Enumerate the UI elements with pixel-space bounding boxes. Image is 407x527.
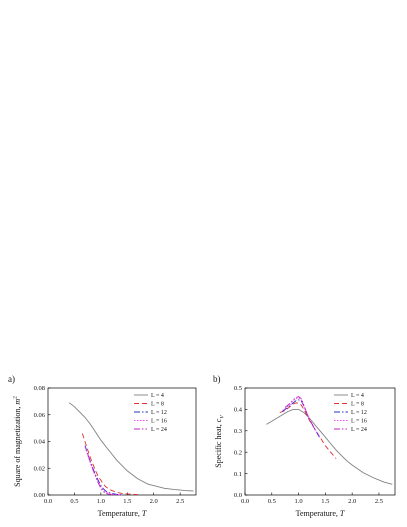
- x-tick-label: 0.0: [44, 498, 52, 505]
- y-tick-label: 0.1: [234, 471, 242, 478]
- y-tick-label: 0.00: [34, 492, 45, 499]
- panel-b-legend: L = 4 L = 8 L = 12 L = 16 L = 24: [334, 393, 367, 433]
- series-line-l=24: [284, 396, 315, 429]
- x-tick-label: 0.5: [70, 498, 78, 505]
- series-line-l=16: [282, 397, 321, 438]
- x-tick-label: 1.0: [295, 498, 303, 505]
- panel-a-y-axis-label: Square of magnetization, m2: [13, 396, 23, 487]
- x-tick-label: 1.0: [97, 498, 105, 505]
- x-tick-label: 1.5: [321, 498, 329, 505]
- panel-b-plot-frame: [244, 387, 396, 496]
- panel-a-x-axis-label: Temperature, T: [98, 509, 147, 518]
- x-tick-label: 0.5: [268, 498, 276, 505]
- panel-a: a) 0.0 0.5 1.0 1.5 2.0 2.50.000.020.040.060.0…: [8, 374, 197, 518]
- panel-b-y-axis-label: Specific heat, cV: [214, 415, 226, 468]
- x-tick-label: 2.5: [375, 498, 383, 505]
- series-line-l=4: [68, 402, 194, 492]
- legend-entry-label: L = 4: [351, 393, 364, 399]
- panel-a-label: a): [8, 374, 15, 384]
- legend-entry-label: L = 4: [151, 393, 164, 399]
- legend-entry-label: L = 16: [151, 419, 167, 425]
- y-tick-label: 0.4: [234, 407, 243, 414]
- y-tick-label: 0.02: [34, 465, 45, 472]
- legend-entry-label: L = 12: [151, 410, 167, 416]
- legend-entry-label: L = 16: [351, 419, 367, 425]
- panel-b-x-axis-label: Temperature, T: [296, 509, 345, 518]
- y-tick-label: 0.06: [34, 412, 46, 419]
- x-tick-label: 2.0: [348, 498, 356, 505]
- panel-b-label: b): [213, 374, 221, 384]
- x-tick-label: 1.5: [123, 498, 131, 505]
- y-tick-label: 0.5: [234, 385, 242, 392]
- series-line-l=4: [266, 408, 393, 485]
- panel-a-series: [68, 402, 194, 496]
- panel-b-series: [266, 396, 393, 485]
- panel-b-ticks: 0.0 0.5 1.0 1.5 2.0 2.5 0.0 0.1 0.2 0.3 0.4 0.5: [234, 385, 383, 505]
- x-tick-label: 2.0: [150, 498, 158, 505]
- series-line-l=8: [279, 402, 337, 459]
- y-tick-label: 0.2: [234, 449, 242, 456]
- panel-a-ticks: 0.0 0.5 1.0 1.5 2.0 2.5 0.00 0.02 0.04 0.06 0.08: [34, 385, 185, 505]
- legend-entry-label: L = 24: [351, 427, 367, 433]
- legend-entry-label: L = 8: [351, 402, 364, 408]
- y-tick-label: 0.0: [234, 492, 242, 499]
- panel-a-legend: L = 4 L = 8 L = 12 L = 16 L = 24: [134, 393, 167, 433]
- x-tick-label: 2.5: [176, 498, 184, 505]
- legend-entry-label: L = 8: [151, 402, 164, 408]
- series-line-l=12: [84, 445, 123, 496]
- panel-b: b) 0.0 0.5 1.0 1.5 2.0 2.50.00.10.20.30.40.5 …: [213, 374, 396, 518]
- series-line-l=24: [87, 453, 117, 496]
- legend-entry-label: L = 12: [351, 410, 367, 416]
- legend-entry-label: L = 24: [151, 427, 167, 433]
- x-tick-label: 0.0: [241, 498, 249, 505]
- y-tick-label: 0.04: [34, 439, 46, 446]
- y-tick-label: 0.3: [234, 428, 242, 435]
- y-tick-label: 0.08: [34, 385, 45, 392]
- series-line-l=16: [84, 446, 123, 496]
